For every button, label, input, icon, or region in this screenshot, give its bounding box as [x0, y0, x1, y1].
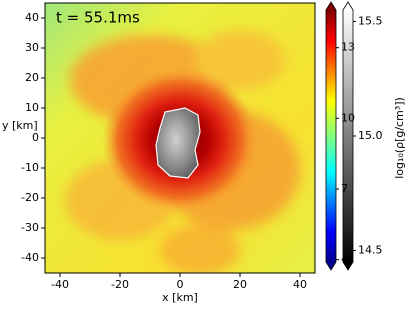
colorbar-1 — [325, 1, 337, 271]
field — [45, 3, 315, 273]
y-tick-label: -40 — [21, 251, 39, 264]
colorbar-tick-label: 15.0 — [358, 129, 383, 142]
y-tick-label: 30 — [25, 41, 39, 54]
y-tick-label: -30 — [21, 221, 39, 234]
x-tick-label: 20 — [233, 278, 247, 291]
y-axis-label: y [km] — [2, 119, 38, 132]
x-tick-label: 40 — [293, 278, 307, 291]
y-tick-label: 20 — [25, 71, 39, 84]
colorbar-2 — [342, 1, 354, 271]
colorbar-tick-label: 13 — [341, 41, 355, 54]
y-tick-label: 40 — [25, 11, 39, 24]
y-tick-label: 10 — [25, 101, 39, 114]
colorbar-label: log₁₀(ρ[g/cm³]) — [393, 97, 406, 179]
colorbar-tick-label: 10 — [341, 111, 355, 124]
y-tick-label: -20 — [21, 191, 39, 204]
x-axis-label: x [km] — [162, 291, 198, 304]
colorbar-tick-label: 4 — [341, 253, 348, 266]
x-tick-label: -20 — [111, 278, 129, 291]
annotation: t = 55.1ms — [56, 9, 140, 27]
y-tick-label: 0 — [32, 131, 39, 144]
y-tick-label: -10 — [21, 161, 39, 174]
colorbar-tick-label: 14.5 — [358, 244, 383, 257]
colorbar-tick-label: 7 — [341, 182, 348, 195]
x-tick-label: -40 — [51, 278, 69, 291]
x-tick-label: 0 — [177, 278, 184, 291]
colorbar-tick-label: 15.5 — [358, 14, 383, 27]
